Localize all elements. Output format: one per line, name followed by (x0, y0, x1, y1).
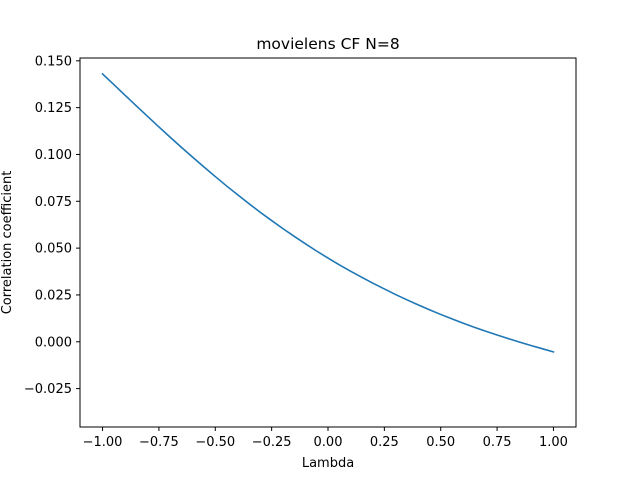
x-tick-label: 1.00 (539, 435, 568, 450)
x-tick-label: 0.50 (426, 435, 455, 450)
x-tick-label: −0.75 (139, 435, 179, 450)
x-tick-label: −0.25 (252, 435, 292, 450)
x-axis-label: Lambda (302, 456, 354, 471)
plot-area (80, 58, 576, 427)
series-layer (101, 72, 555, 353)
x-tick-label: 0.25 (370, 435, 399, 450)
x-tick-label: −0.50 (195, 435, 235, 450)
y-tick-label: 0.050 (35, 242, 72, 257)
y-tick-label: 0.150 (35, 54, 72, 69)
y-axis-label: Correlation coefficient (0, 171, 15, 315)
x-tick-label: 0.00 (314, 435, 343, 450)
y-tick-label: 0.125 (35, 101, 72, 116)
y-tick-label: 0.025 (35, 288, 72, 303)
chart-title: movielens CF N=8 (256, 35, 399, 53)
y-tick-label: 0.000 (35, 335, 72, 350)
x-axis-ticks: −1.00 −0.75 −0.50 −0.25 0.00 0.25 0.50 0.75 1.00 (83, 427, 568, 450)
y-tick-label: 0.075 (35, 195, 72, 210)
x-tick-label: 0.75 (483, 435, 512, 450)
series-line (101, 72, 555, 353)
y-axis-ticks: −0.025 0.000 0.025 0.050 0.075 0.100 0.125 0.15… (24, 54, 80, 397)
y-tick-label: 0.100 (35, 148, 72, 163)
y-tick-label: −0.025 (24, 382, 72, 397)
x-tick-label: −1.00 (83, 435, 123, 450)
